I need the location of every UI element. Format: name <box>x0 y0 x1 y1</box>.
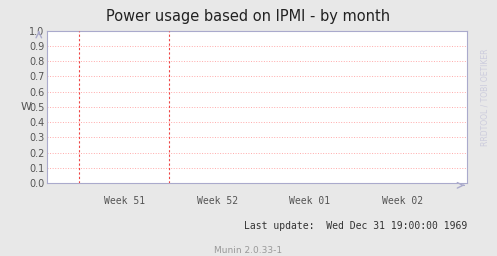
Text: Week 52: Week 52 <box>197 196 238 206</box>
Text: Week 02: Week 02 <box>382 196 422 206</box>
Text: Munin 2.0.33-1: Munin 2.0.33-1 <box>214 246 283 255</box>
Text: Week 51: Week 51 <box>104 196 146 206</box>
Text: Week 01: Week 01 <box>289 196 330 206</box>
Text: RRDTOOL / TOBI OETIKER: RRDTOOL / TOBI OETIKER <box>481 49 490 146</box>
Text: Last update:  Wed Dec 31 19:00:00 1969: Last update: Wed Dec 31 19:00:00 1969 <box>244 221 467 231</box>
Text: Power usage based on IPMI - by month: Power usage based on IPMI - by month <box>106 9 391 24</box>
Y-axis label: W: W <box>21 102 32 112</box>
